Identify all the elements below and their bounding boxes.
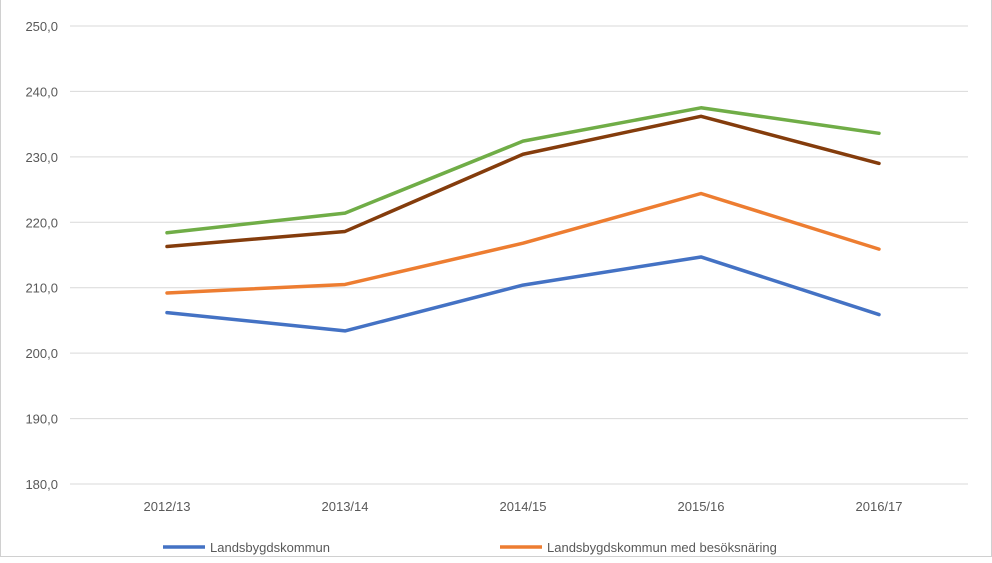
gridlines [70,25,968,485]
series-line-4 [165,106,881,235]
y-tick-label: 250,0 [25,19,58,34]
series-line-3 [165,114,881,249]
y-tick-label: 190,0 [25,412,58,427]
series-line-2 [165,191,881,295]
legend: Landsbygdskommun Landsbygdskommun med bes… [163,540,777,555]
y-axis-tick-labels: 250,0 240,0 230,0 220,0 210,0 200,0 190,0 180,0 [25,19,58,492]
y-tick-label: 230,0 [25,150,58,165]
series-lines [165,106,881,333]
y-tick-label: 220,0 [25,215,58,230]
x-tick-label: 2013/14 [322,499,369,514]
y-tick-label: 240,0 [25,84,58,99]
x-axis-tick-labels: 2012/13 2013/14 2014/15 2015/16 2016/17 [144,499,903,514]
series-line-1 [165,255,881,333]
x-tick-label: 2016/17 [856,499,903,514]
y-tick-label: 210,0 [25,281,58,296]
legend-label: Landsbygdskommun [210,540,330,555]
y-tick-label: 200,0 [25,346,58,361]
y-tick-label: 180,0 [25,477,58,492]
x-tick-label: 2014/15 [500,499,547,514]
legend-label: Landsbygdskommun med besöksnäring [547,540,777,555]
x-tick-label: 2012/13 [144,499,191,514]
x-tick-label: 2015/16 [678,499,725,514]
